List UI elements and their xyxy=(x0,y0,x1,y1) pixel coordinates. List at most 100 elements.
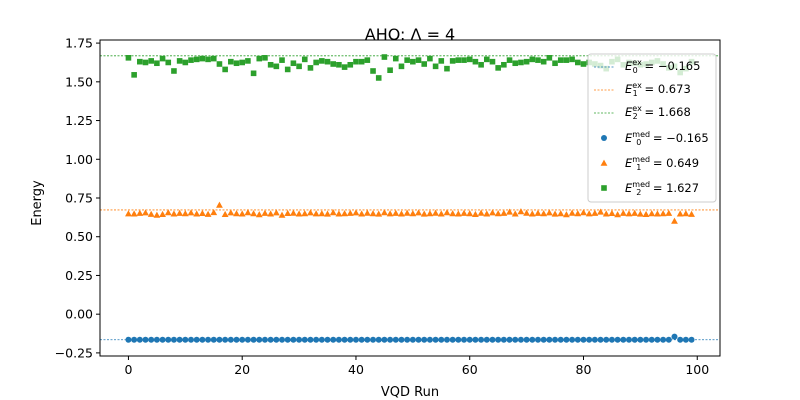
data-point-series2 xyxy=(216,61,223,67)
data-point-series0 xyxy=(244,336,251,343)
data-point-series0 xyxy=(398,336,405,343)
data-point-series0 xyxy=(136,336,143,343)
data-point-series2 xyxy=(512,60,519,67)
data-point-series2 xyxy=(421,61,428,67)
y-tick-label: 1.00 xyxy=(65,152,93,167)
data-point-series0 xyxy=(330,336,337,343)
data-point-series0 xyxy=(654,336,661,343)
data-point-series1 xyxy=(420,210,428,217)
data-point-series1 xyxy=(511,210,519,217)
data-point-series1 xyxy=(517,208,525,215)
data-point-series2 xyxy=(273,63,280,70)
data-point-series1 xyxy=(193,210,201,217)
data-point-series1 xyxy=(625,210,633,217)
data-point-series1 xyxy=(494,210,502,217)
data-point-series0 xyxy=(341,336,348,343)
data-point-series2 xyxy=(353,58,359,65)
data-point-series0 xyxy=(165,336,172,343)
data-point-series2 xyxy=(324,58,331,65)
data-point-series0 xyxy=(580,336,587,343)
y-tick-label: 0.50 xyxy=(65,229,93,244)
x-tick-label: 0 xyxy=(124,362,132,377)
data-point-series0 xyxy=(222,336,229,343)
data-point-series1 xyxy=(284,209,292,217)
data-point-series0 xyxy=(540,336,547,343)
data-point-series1 xyxy=(198,209,206,217)
data-point-series1 xyxy=(278,211,286,218)
data-point-series0 xyxy=(239,336,246,343)
data-point-series2 xyxy=(557,57,564,63)
data-point-series1 xyxy=(619,209,627,216)
data-point-series1 xyxy=(358,210,366,217)
data-point-series0 xyxy=(500,336,507,343)
data-point-series2 xyxy=(540,58,547,65)
data-point-series0 xyxy=(404,336,411,343)
data-point-series2 xyxy=(284,66,291,73)
data-point-series0 xyxy=(466,336,473,343)
data-point-series1 xyxy=(608,209,616,217)
data-point-series1 xyxy=(261,209,269,216)
data-point-series0 xyxy=(620,336,627,343)
data-point-series2 xyxy=(313,59,319,66)
data-point-series1 xyxy=(204,210,212,217)
data-point-series1 xyxy=(386,210,394,217)
data-point-series0 xyxy=(352,336,359,343)
data-point-series1 xyxy=(534,209,542,216)
data-point-series2 xyxy=(245,58,251,64)
data-point-series1 xyxy=(181,210,189,217)
data-point-series1 xyxy=(563,211,570,218)
data-point-series0 xyxy=(170,336,177,343)
data-point-series1 xyxy=(375,210,383,217)
data-point-series1 xyxy=(580,209,587,216)
y-tick-label: 1.75 xyxy=(65,36,93,51)
data-point-series2 xyxy=(535,57,541,63)
data-point-series2 xyxy=(432,63,439,70)
data-point-series1 xyxy=(238,210,246,217)
data-point-series0 xyxy=(569,336,576,343)
data-point-series2 xyxy=(523,58,530,65)
x-tick-label: 60 xyxy=(462,362,478,377)
data-point-series2 xyxy=(210,55,217,62)
data-point-series2 xyxy=(222,66,228,73)
legend-entry-label: Eex 2 = 1.668 xyxy=(625,104,691,121)
data-point-series0 xyxy=(608,336,615,343)
data-point-series1 xyxy=(454,210,462,217)
data-point-series1 xyxy=(688,210,695,217)
legend-entry-label: Emed 2 = 1.627 xyxy=(625,180,699,197)
data-point-series1 xyxy=(443,209,451,216)
data-point-series0 xyxy=(415,336,422,343)
data-point-series2 xyxy=(489,58,496,65)
data-point-series0 xyxy=(159,336,166,343)
data-point-series1 xyxy=(381,209,388,216)
data-point-series1 xyxy=(682,210,690,217)
data-point-series0 xyxy=(643,336,650,343)
data-point-series0 xyxy=(250,336,257,343)
legend-entry-label: Eex 0 = −0.165 xyxy=(625,58,700,75)
data-point-series1 xyxy=(164,209,172,216)
data-point-series1 xyxy=(602,210,610,217)
data-point-series2 xyxy=(154,60,160,67)
data-point-series2 xyxy=(569,56,575,63)
data-point-series2 xyxy=(176,58,183,64)
data-point-series1 xyxy=(346,209,354,216)
data-point-series0 xyxy=(682,336,689,343)
data-point-series1 xyxy=(437,210,445,217)
data-point-series1 xyxy=(307,209,314,216)
data-point-series0 xyxy=(489,336,496,343)
data-point-series1 xyxy=(142,209,149,216)
y-axis-label: Energy xyxy=(30,180,45,226)
data-point-series2 xyxy=(449,58,456,64)
data-point-series1 xyxy=(585,210,593,217)
data-point-series2 xyxy=(228,58,234,65)
data-point-series0 xyxy=(318,336,325,343)
data-point-series1 xyxy=(659,210,667,217)
data-point-series1 xyxy=(324,210,331,217)
data-point-series0 xyxy=(279,336,286,343)
data-point-series2 xyxy=(375,75,382,81)
data-point-series0 xyxy=(432,336,439,343)
data-point-series2 xyxy=(131,72,137,78)
plot-area xyxy=(100,54,720,343)
data-point-series1 xyxy=(648,210,656,217)
data-point-series1 xyxy=(636,210,644,217)
data-point-series0 xyxy=(426,336,433,343)
